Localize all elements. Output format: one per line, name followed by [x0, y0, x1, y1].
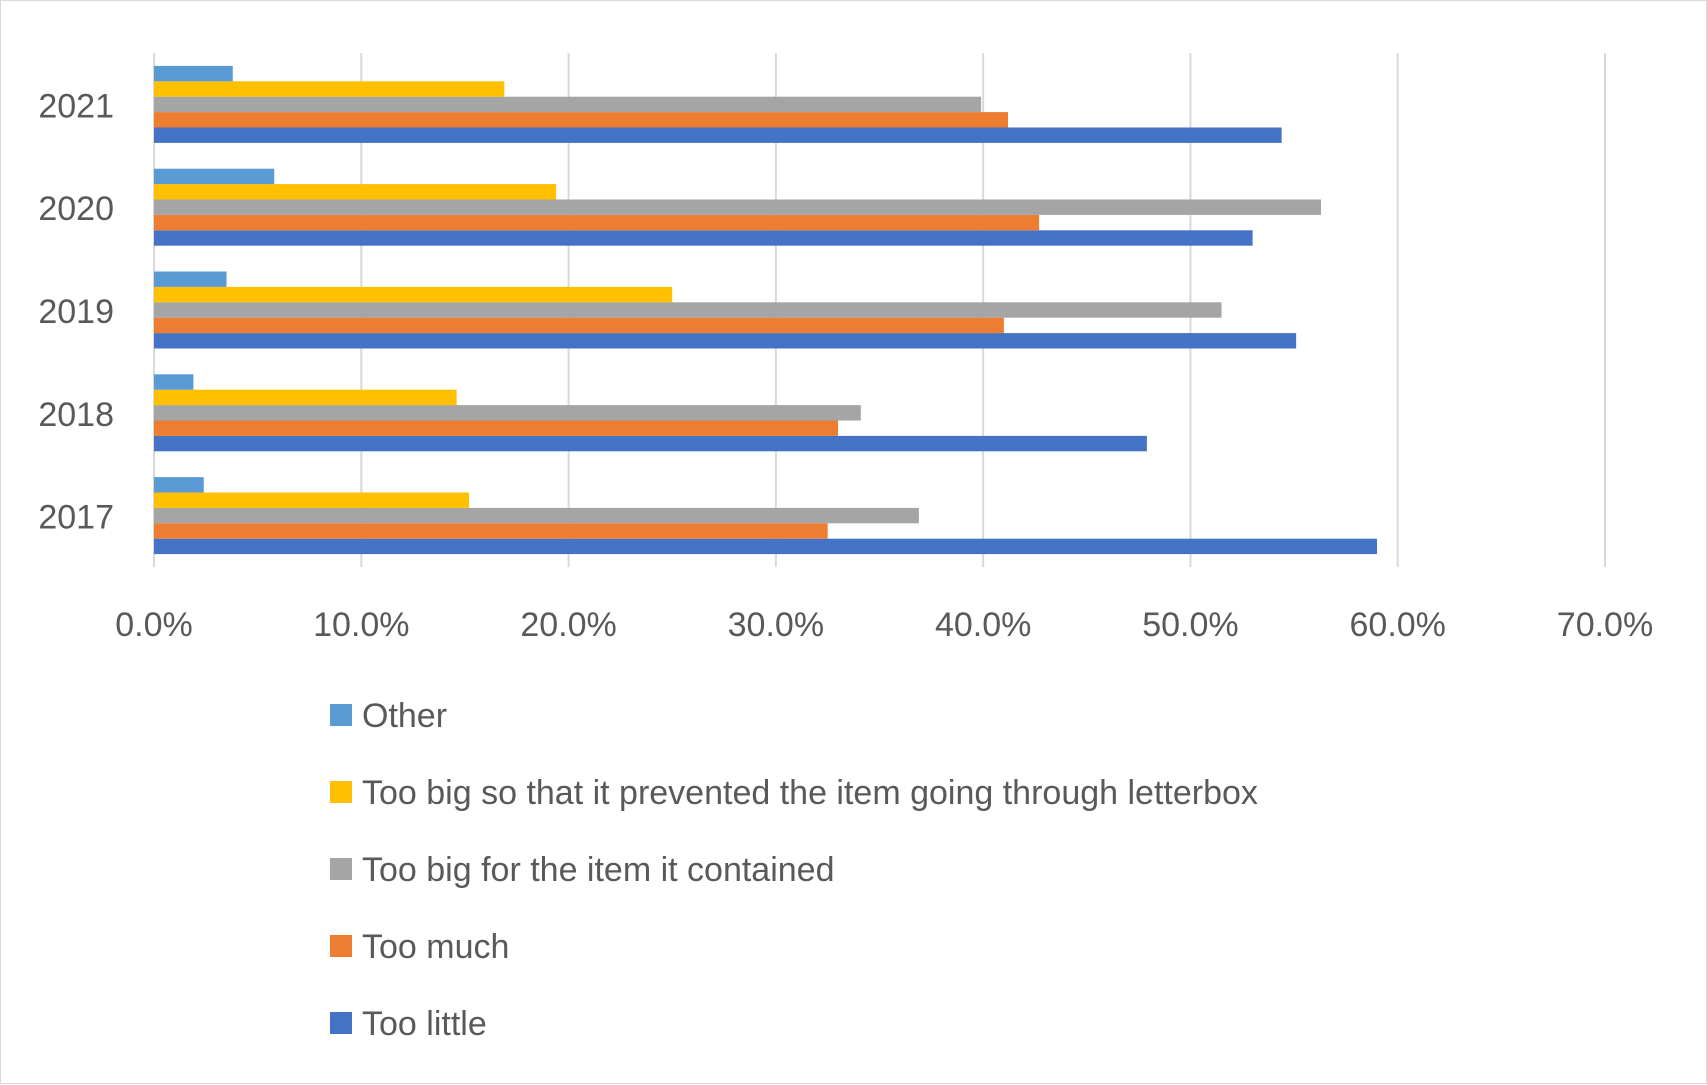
x-tick-label: 50.0% — [1142, 606, 1238, 644]
legend-label: Other — [362, 697, 447, 735]
bar-too-little-2021 — [154, 127, 1282, 143]
legend: Other Too big so that it prevented the it… — [330, 697, 1258, 1043]
bar-too-little-2018 — [154, 435, 1147, 452]
x-tick-label: 70.0% — [1557, 606, 1653, 644]
legend-label: Too little — [362, 1005, 487, 1043]
y-tick-label: 2018 — [38, 396, 114, 434]
bar-other-2020 — [154, 168, 275, 185]
legend-swatch-too-much — [330, 935, 352, 957]
y-tick-label: 2019 — [38, 293, 114, 331]
bar-other-2017 — [154, 477, 204, 493]
bar-too-little-2019 — [154, 333, 1297, 349]
bar-too-big-for-the-item-it-contained-2017 — [154, 507, 919, 524]
bar-too-big-so-that-it-prevented-the-item-going-through-letterbox-2019 — [154, 286, 673, 303]
bar-too-much-2020 — [154, 214, 1040, 231]
bar-too-big-so-that-it-prevented-the-item-going-through-letterbox-2021 — [154, 81, 505, 97]
y-tick-label: 2020 — [38, 190, 114, 228]
bar-too-much-2019 — [154, 317, 1004, 334]
x-tick-label: 10.0% — [313, 606, 409, 644]
legend-swatch-too-big-for-the-item-it-contained — [330, 858, 352, 880]
bar-too-little-2020 — [154, 230, 1253, 246]
bar-too-big-so-that-it-prevented-the-item-going-through-letterbox-2018 — [154, 389, 457, 406]
legend-swatch-other — [330, 704, 352, 726]
bar-other-2019 — [154, 271, 227, 287]
bar-too-big-so-that-it-prevented-the-item-going-through-letterbox-2020 — [154, 184, 557, 200]
y-tick-label: 2021 — [38, 87, 114, 125]
bars — [154, 65, 1377, 555]
bar-too-big-so-that-it-prevented-the-item-going-through-letterbox-2017 — [154, 492, 470, 508]
bar-other-2021 — [154, 65, 233, 82]
y-tick-label: 2017 — [38, 499, 114, 537]
bar-too-big-for-the-item-it-contained-2018 — [154, 405, 861, 421]
bar-too-much-2021 — [154, 112, 1009, 128]
bar-too-much-2017 — [154, 523, 828, 539]
x-tick-label: 30.0% — [728, 606, 824, 644]
legend-swatch-too-little — [330, 1012, 352, 1034]
bar-too-much-2018 — [154, 420, 839, 436]
bar-too-big-for-the-item-it-contained-2020 — [154, 199, 1322, 215]
legend-label: Too big for the item it contained — [362, 851, 835, 889]
bar-too-big-for-the-item-it-contained-2019 — [154, 302, 1222, 318]
x-tick-label: 20.0% — [520, 606, 616, 644]
x-tick-label: 40.0% — [935, 606, 1031, 644]
bar-too-big-for-the-item-it-contained-2021 — [154, 96, 982, 113]
x-tick-label: 60.0% — [1350, 606, 1446, 644]
legend-label: Too much — [362, 928, 509, 966]
bar-too-little-2017 — [154, 538, 1377, 555]
legend-swatch-too-big-so-that-it-prevented-the-item-going-through-letterbox — [330, 781, 352, 803]
legend-label: Too big so that it prevented the item go… — [362, 774, 1258, 812]
axes: 0.0% 10.0% 20.0% 30.0% 40.0% 50.0% 60.0% 70.0% 2… — [38, 87, 1653, 644]
x-tick-label: 0.0% — [115, 606, 193, 644]
bar-other-2018 — [154, 374, 194, 390]
